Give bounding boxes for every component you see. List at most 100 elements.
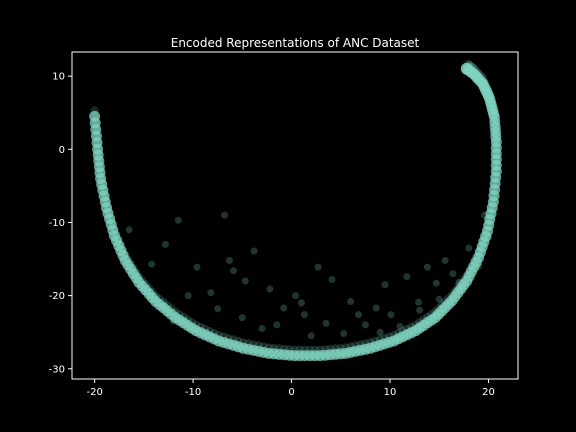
arc-halo-point [91, 113, 100, 121]
outlier-point [432, 279, 440, 287]
arc-halo-point [179, 312, 188, 321]
outlier-point [475, 262, 483, 270]
outlier-point [148, 260, 156, 268]
arc-halo-point [192, 320, 201, 329]
outlier-point [314, 263, 322, 271]
outlier-point [193, 263, 201, 271]
arc-halo-point [112, 230, 121, 239]
outlier-point [160, 303, 168, 311]
arc-halo-point [101, 192, 110, 200]
outlier-point [457, 285, 465, 293]
outlier-point [435, 295, 443, 303]
outlier-point [174, 216, 182, 224]
outlier-point [441, 257, 449, 264]
y-tick-label: 10 [52, 72, 65, 83]
outlier-point [280, 304, 288, 312]
outlier-point [207, 289, 215, 297]
arc-halo-point [145, 283, 153, 292]
arc-halo-point [96, 162, 104, 171]
arc-halo-point [155, 294, 164, 303]
outlier-point [300, 311, 308, 319]
arc-halo-point [93, 132, 101, 141]
arc-halo-point [129, 263, 138, 272]
arc-halo-point [244, 339, 253, 348]
outlier-point [169, 317, 177, 325]
arc-point [460, 62, 473, 75]
arc-halo-point [102, 197, 111, 206]
outlier-point [292, 292, 299, 300]
arc-halo-point [171, 307, 180, 316]
arc-halo-point [114, 235, 123, 244]
x-tick-label: -20 [86, 387, 102, 398]
arc-halo-point [126, 259, 135, 268]
outlier-point [372, 304, 380, 312]
outlier-point [221, 211, 229, 219]
arc-halo-point [96, 168, 105, 177]
arc-halo-point [254, 341, 263, 350]
arc-halo-point [93, 139, 102, 148]
arc-halo-point [132, 268, 141, 276]
outlier-point [415, 298, 423, 306]
outlier-point [423, 263, 431, 271]
outlier-point [226, 257, 233, 264]
scatter-points [89, 59, 502, 362]
chart-title: Encoded Representations of ANC Dataset [171, 36, 420, 50]
arc-halo-point [134, 272, 143, 281]
arc-halo-point [148, 287, 157, 296]
arc-halo-point [108, 220, 117, 229]
outlier-point [273, 321, 281, 329]
arc-halo-point [95, 156, 104, 165]
arc-halo-point [107, 214, 116, 223]
outlier-point [328, 276, 336, 283]
arc-halo-point [151, 291, 160, 300]
outlier-point [381, 281, 389, 289]
x-axis: -20 -10 0 10 20 [86, 379, 495, 398]
x-tick-label: -10 [185, 387, 201, 398]
arc-halo-point [138, 276, 147, 285]
outlier-point [297, 299, 305, 307]
arc-halo-point [175, 310, 184, 319]
arc-halo-point [94, 145, 103, 154]
y-tick-label: -20 [49, 291, 65, 302]
x-tick-label: 10 [384, 387, 397, 398]
arc-halo-point [219, 332, 228, 341]
arc-halo-point [104, 203, 112, 212]
outlier-point [184, 292, 192, 300]
outlier-point [322, 319, 330, 327]
arc-halo-point [239, 338, 248, 347]
outlier-point [162, 240, 169, 248]
outlier-point [396, 322, 404, 330]
outlier-point [455, 278, 463, 286]
arc-halo-point [249, 340, 258, 349]
outlier-point [416, 306, 423, 314]
arc-halo-point [119, 245, 127, 254]
outlier-point [481, 211, 488, 219]
x-tick-label: 20 [482, 387, 495, 398]
arc-halo-point [116, 240, 125, 249]
outlier-point [485, 233, 492, 241]
outlier-point [307, 332, 315, 340]
arc-halo-point [92, 126, 101, 135]
outlier-point [214, 305, 222, 313]
outlier-point [376, 328, 384, 336]
arc-halo-point [229, 335, 238, 344]
arc-halo-point [224, 333, 233, 342]
y-tick-label: -10 [49, 218, 65, 229]
x-tick-label: 0 [288, 387, 294, 398]
plot-area-frame [71, 51, 519, 380]
arc-halo-point [196, 322, 205, 331]
outlier-point [387, 311, 395, 319]
y-tick-label: -30 [49, 364, 65, 375]
outlier-point [230, 267, 237, 275]
arc-halo-point [90, 106, 99, 115]
arc-halo-point [214, 331, 223, 339]
outlier-point [125, 226, 133, 234]
outlier-point [258, 325, 266, 332]
outlier-point [241, 277, 249, 285]
outlier-point [361, 321, 369, 329]
arc-halo-point [105, 208, 114, 217]
arc-halo-point [141, 280, 150, 288]
arc-halo-point [183, 315, 192, 324]
outlier-point [340, 330, 348, 338]
